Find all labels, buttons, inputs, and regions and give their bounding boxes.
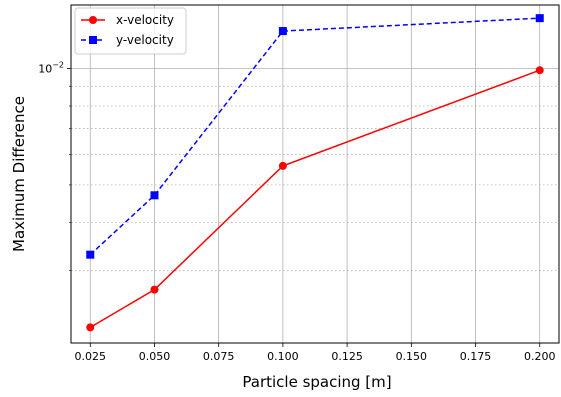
series-y-velocity-point <box>150 191 159 200</box>
plot-frame <box>70 4 560 344</box>
x-tick-label: 0.200 <box>524 350 556 363</box>
x-tick-label: 0.050 <box>139 350 171 363</box>
y-tick-label: 10−2 <box>38 61 64 76</box>
legend-x-velocity-marker <box>89 16 97 24</box>
y-tick-label-exponent: −2 <box>52 61 64 70</box>
legend-y-velocity-marker <box>89 36 97 44</box>
series-y-velocity-line <box>89 17 540 256</box>
x-tick-label: 0.025 <box>75 350 107 363</box>
series-y-velocity-point <box>86 250 95 259</box>
series-x-velocity-point <box>535 66 544 75</box>
axes-layer: 10−2 0.025 0.050 0.075 0.100 0.125 0.150 0.175 0… <box>38 61 555 363</box>
grid-layer <box>71 5 559 343</box>
series-x-velocity-point <box>150 285 159 294</box>
legend-x-velocity-label: x-velocity <box>116 13 174 27</box>
x-tick-label: 0.075 <box>203 350 235 363</box>
series-y-velocity-point <box>278 27 287 36</box>
legend-y-velocity-label: y-velocity <box>116 33 174 47</box>
series-x-velocity-line <box>89 69 541 329</box>
x-tick-label: 0.100 <box>267 350 299 363</box>
series-x-velocity-point <box>278 161 287 170</box>
series-y-velocity-point <box>535 14 544 23</box>
series-layer <box>86 14 544 332</box>
series-x-velocity-point <box>86 323 95 332</box>
x-tick-label: 0.175 <box>460 350 492 363</box>
x-tick-label: 0.125 <box>331 350 363 363</box>
y-axis-label: Maximum Difference <box>10 96 28 252</box>
x-tick-label: 0.150 <box>396 350 428 363</box>
y-tick-label-base: 10 <box>38 63 52 76</box>
legend: x-velocity y-velocity <box>74 7 187 55</box>
x-axis-label: Particle spacing [m] <box>242 373 391 391</box>
